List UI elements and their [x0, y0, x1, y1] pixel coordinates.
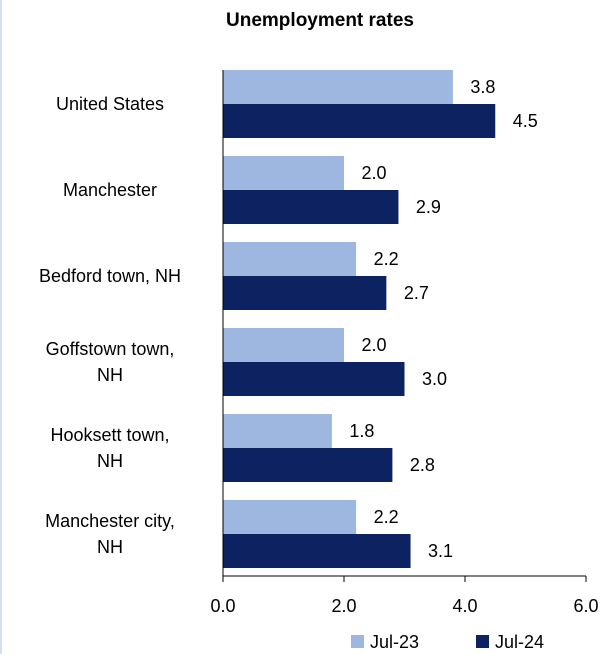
value-label-jul-23-1: 2.0 [361, 163, 386, 183]
value-label-jul-24-1: 2.9 [416, 197, 441, 217]
x-tick-label-0: 0.0 [210, 596, 235, 616]
legend-label-jul-24: Jul-24 [495, 632, 544, 652]
legend-swatch-jul-24 [476, 635, 489, 648]
bar-jul-23-4 [223, 414, 332, 448]
bar-jul-24-0 [223, 104, 496, 138]
category-label-3-line-0: Goffstown town, [46, 339, 175, 359]
category-label-4-line-0: Hooksett town, [50, 425, 169, 445]
bar-jul-24-4 [223, 448, 393, 482]
chart-title: Unemployment rates [226, 10, 414, 31]
category-label-5-line-1: NH [97, 537, 123, 557]
value-label-jul-24-0: 4.5 [513, 111, 538, 131]
legend-label-jul-23: Jul-23 [370, 632, 419, 652]
bar-jul-24-3 [223, 362, 405, 396]
axes-group: 0.0 2.0 4.0 6.0 [210, 70, 599, 616]
category-label-3-line-1: NH [97, 365, 123, 385]
value-label-jul-24-4: 2.8 [410, 455, 435, 475]
value-label-jul-24-2: 2.7 [404, 283, 429, 303]
category-labels-group: United States Manchester Bedford town, NH G… [39, 94, 181, 557]
bar-jul-23-1 [223, 156, 344, 190]
bar-jul-24-1 [223, 190, 399, 224]
bar-jul-23-3 [223, 328, 344, 362]
bar-jul-23-2 [223, 242, 357, 276]
category-label-4-line-1: NH [97, 451, 123, 471]
legend: Jul-23 Jul-24 [351, 632, 544, 652]
category-label-2: Bedford town, NH [39, 266, 181, 286]
value-label-jul-23-3: 2.0 [361, 335, 386, 355]
category-label-0: United States [56, 94, 164, 114]
bar-jul-24-2 [223, 276, 387, 310]
value-label-jul-24-5: 3.1 [428, 541, 453, 561]
x-tick-label-1: 2.0 [331, 596, 356, 616]
bars-group [223, 70, 496, 568]
value-label-jul-23-4: 1.8 [349, 421, 374, 441]
legend-swatch-jul-23 [351, 635, 364, 648]
x-tick-label-3: 6.0 [573, 596, 598, 616]
value-label-jul-23-5: 2.2 [374, 507, 399, 527]
value-labels-group: 3.84.52.02.92.22.72.03.01.82.82.23.1 [349, 77, 537, 561]
x-tick-label-2: 4.0 [452, 596, 477, 616]
bar-jul-23-0 [223, 70, 453, 104]
bar-jul-23-5 [223, 500, 357, 534]
value-label-jul-23-2: 2.2 [374, 249, 399, 269]
value-label-jul-24-3: 3.0 [422, 369, 447, 389]
category-label-1: Manchester [63, 180, 157, 200]
bar-jul-24-5 [223, 534, 411, 568]
category-label-5-line-0: Manchester city, [45, 511, 175, 531]
value-label-jul-23-0: 3.8 [470, 77, 495, 97]
